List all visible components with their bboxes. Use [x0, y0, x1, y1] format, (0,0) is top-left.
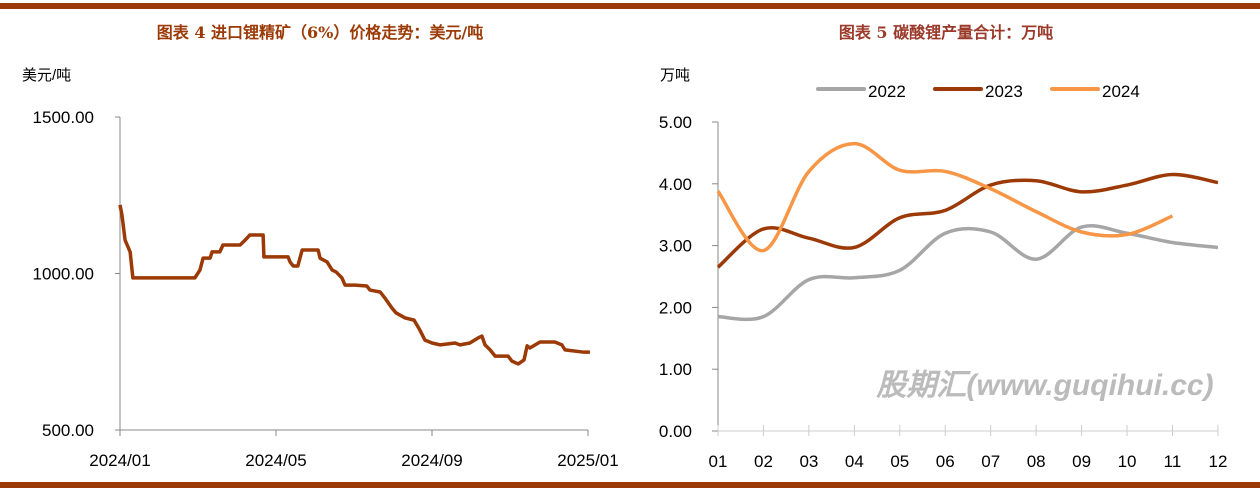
- legend-label-2022: 2022: [868, 82, 906, 101]
- x-tick-label: 06: [936, 452, 955, 471]
- series-line-2022: [717, 224, 1219, 322]
- x-tick-label: 10: [1118, 452, 1137, 471]
- x-tick-label: 01: [709, 452, 728, 471]
- x-tick-label: 05: [890, 452, 909, 471]
- bottom-rule: [0, 482, 1260, 488]
- top-rule: [0, 3, 1260, 9]
- x-tick-label: 11: [1164, 452, 1182, 471]
- series-line-2023: [716, 172, 1219, 269]
- series-line-2024: [716, 141, 1174, 253]
- chart2-title: 图表 5 碳酸锂产量合计：万吨: [839, 23, 1053, 42]
- watermark: 股期汇(www.guqihui.cc): [875, 369, 1213, 402]
- y-tick-label: 0.00: [659, 422, 692, 441]
- y-tick-label: 1.00: [659, 360, 692, 379]
- chart1-ylabel: 美元/吨: [22, 67, 71, 84]
- legend-label-2024: 2024: [1102, 82, 1140, 101]
- x-tick-label: 2024/01: [89, 451, 150, 470]
- y-tick-label: 5.00: [659, 113, 692, 132]
- y-tick-label: 3.00: [659, 237, 692, 256]
- y-tick-label: 1500.00: [33, 108, 94, 127]
- y-tick-label: 1000.00: [33, 265, 94, 284]
- y-tick-label: 2.00: [659, 298, 692, 317]
- x-tick-label: 2025/01: [557, 451, 618, 470]
- chart2-ylabel: 万吨: [660, 67, 690, 84]
- x-tick-label: 03: [799, 452, 818, 471]
- price-line: [118, 204, 590, 366]
- x-tick-label: 09: [1072, 452, 1091, 471]
- chart1-title: 图表 4 进口锂精矿（6%）价格走势：美元/吨: [157, 23, 483, 42]
- x-tick-label: 12: [1208, 452, 1227, 471]
- x-tick-label: 2024/09: [401, 451, 462, 470]
- x-tick-label: 04: [845, 452, 864, 471]
- y-tick-label: 4.00: [659, 175, 692, 194]
- x-tick-label: 2024/05: [245, 451, 306, 470]
- x-tick-label: 02: [754, 452, 773, 471]
- y-tick-label: 500.00: [42, 421, 94, 440]
- x-tick-label: 08: [1027, 452, 1046, 471]
- legend-label-2023: 2023: [985, 82, 1023, 101]
- x-tick-label: 07: [981, 452, 1000, 471]
